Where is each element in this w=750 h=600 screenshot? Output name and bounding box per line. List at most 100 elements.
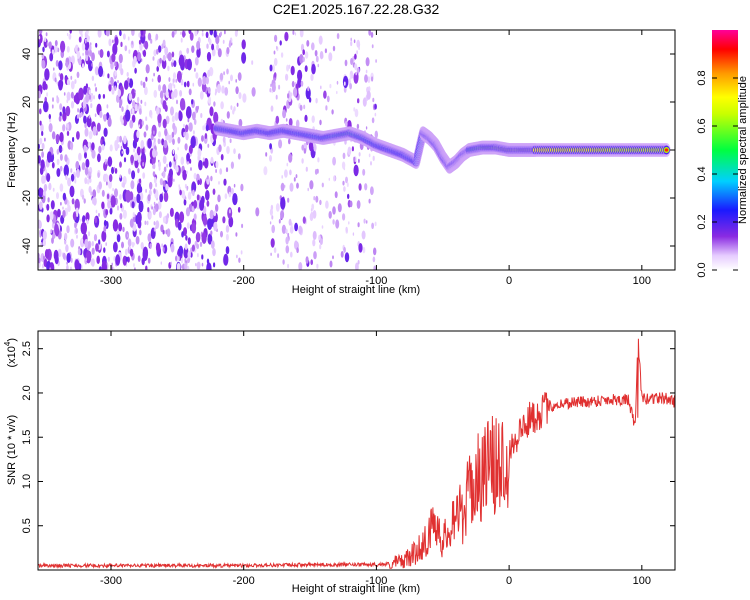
noise-speck xyxy=(358,243,363,253)
noise-speck xyxy=(191,222,197,234)
noise-speck xyxy=(185,132,189,141)
noise-speck xyxy=(186,47,190,54)
noise-speck xyxy=(62,206,64,210)
noise-speck xyxy=(222,39,225,44)
noise-speck xyxy=(147,257,151,264)
noise-speck xyxy=(184,196,187,200)
noise-speck xyxy=(336,33,340,40)
noise-speck xyxy=(136,146,141,156)
noise-speck xyxy=(193,199,198,209)
noise-speck xyxy=(86,30,89,35)
noise-speck xyxy=(91,258,95,267)
noise-speck xyxy=(343,81,346,86)
noise-speck xyxy=(139,108,142,115)
noise-speck xyxy=(144,220,147,225)
noise-speck xyxy=(185,207,191,217)
noise-speck xyxy=(197,179,200,186)
noise-speck xyxy=(42,264,44,269)
noise-speck xyxy=(318,35,323,45)
noise-speck xyxy=(48,182,52,191)
noise-speck xyxy=(228,80,230,85)
noise-speck xyxy=(105,174,109,182)
noise-speck xyxy=(127,36,130,41)
noise-speck xyxy=(175,166,177,171)
noise-speck xyxy=(42,46,45,53)
noise-speck xyxy=(91,241,95,247)
noise-speck xyxy=(201,254,204,260)
noise-speck xyxy=(67,177,72,187)
noise-speck xyxy=(70,75,73,80)
noise-speck xyxy=(180,37,183,43)
noise-speck xyxy=(110,195,116,208)
noise-speck xyxy=(46,203,50,211)
noise-speck xyxy=(152,208,156,216)
noise-speck xyxy=(287,263,290,269)
noise-speck xyxy=(275,115,280,124)
noise-speck xyxy=(70,173,75,182)
noise-speck xyxy=(142,49,147,58)
noise-speck xyxy=(351,146,354,152)
noise-speck xyxy=(223,71,226,76)
noise-speck xyxy=(88,44,92,52)
noise-speck xyxy=(162,39,166,47)
noise-speck xyxy=(125,146,130,156)
noise-speck xyxy=(280,182,285,192)
noise-speck xyxy=(312,230,317,240)
y-tick-label: 2.0 xyxy=(21,385,33,400)
noise-speck xyxy=(114,188,118,198)
noise-speck xyxy=(70,80,75,90)
noise-speck xyxy=(107,256,110,262)
noise-speck xyxy=(299,30,304,38)
noise-speck xyxy=(215,161,219,169)
noise-speck xyxy=(269,208,273,216)
noise-speck xyxy=(355,262,359,270)
noise-speck xyxy=(143,131,147,138)
noise-speck xyxy=(56,158,60,166)
noise-speck xyxy=(285,236,289,245)
noise-speck xyxy=(138,32,141,38)
noise-speck xyxy=(128,78,134,89)
noise-speck xyxy=(315,195,319,203)
noise-speck xyxy=(66,91,71,101)
noise-speck xyxy=(76,131,80,140)
noise-speck xyxy=(162,100,167,110)
noise-speck xyxy=(277,253,280,258)
noise-speck xyxy=(226,111,230,119)
noise-speck xyxy=(83,115,87,124)
noise-speck xyxy=(108,84,112,92)
noise-speck xyxy=(134,103,138,112)
noise-speck xyxy=(188,88,192,96)
noise-speck xyxy=(56,148,60,155)
noise-speck xyxy=(263,166,268,176)
noise-speck xyxy=(371,76,374,82)
noise-speck xyxy=(269,155,272,162)
noise-speck xyxy=(328,211,332,219)
noise-speck xyxy=(40,159,45,170)
noise-speck xyxy=(273,57,278,66)
noise-speck xyxy=(308,141,314,152)
noise-speck xyxy=(150,114,153,119)
noise-speck xyxy=(305,256,309,264)
snr-y-scale-exponent: 4 xyxy=(3,341,12,346)
noise-speck xyxy=(293,177,296,182)
noise-speck xyxy=(357,222,360,228)
noise-speck xyxy=(49,211,54,221)
noise-speck xyxy=(237,72,242,81)
noise-speck xyxy=(153,72,155,77)
noise-speck xyxy=(193,213,197,221)
noise-speck xyxy=(104,161,107,165)
noise-speck xyxy=(159,178,163,186)
spectrogram-track xyxy=(213,121,671,174)
noise-speck xyxy=(234,30,238,37)
noise-speck xyxy=(226,47,230,55)
noise-speck xyxy=(162,229,165,235)
noise-speck xyxy=(109,174,113,182)
noise-speck xyxy=(220,154,224,161)
noise-speck xyxy=(121,150,124,154)
noise-speck xyxy=(134,67,137,74)
x-tick-label: -200 xyxy=(233,275,255,287)
noise-speck xyxy=(103,127,108,137)
noise-speck xyxy=(200,113,203,118)
noise-speck xyxy=(186,222,190,229)
noise-speck xyxy=(192,130,195,135)
